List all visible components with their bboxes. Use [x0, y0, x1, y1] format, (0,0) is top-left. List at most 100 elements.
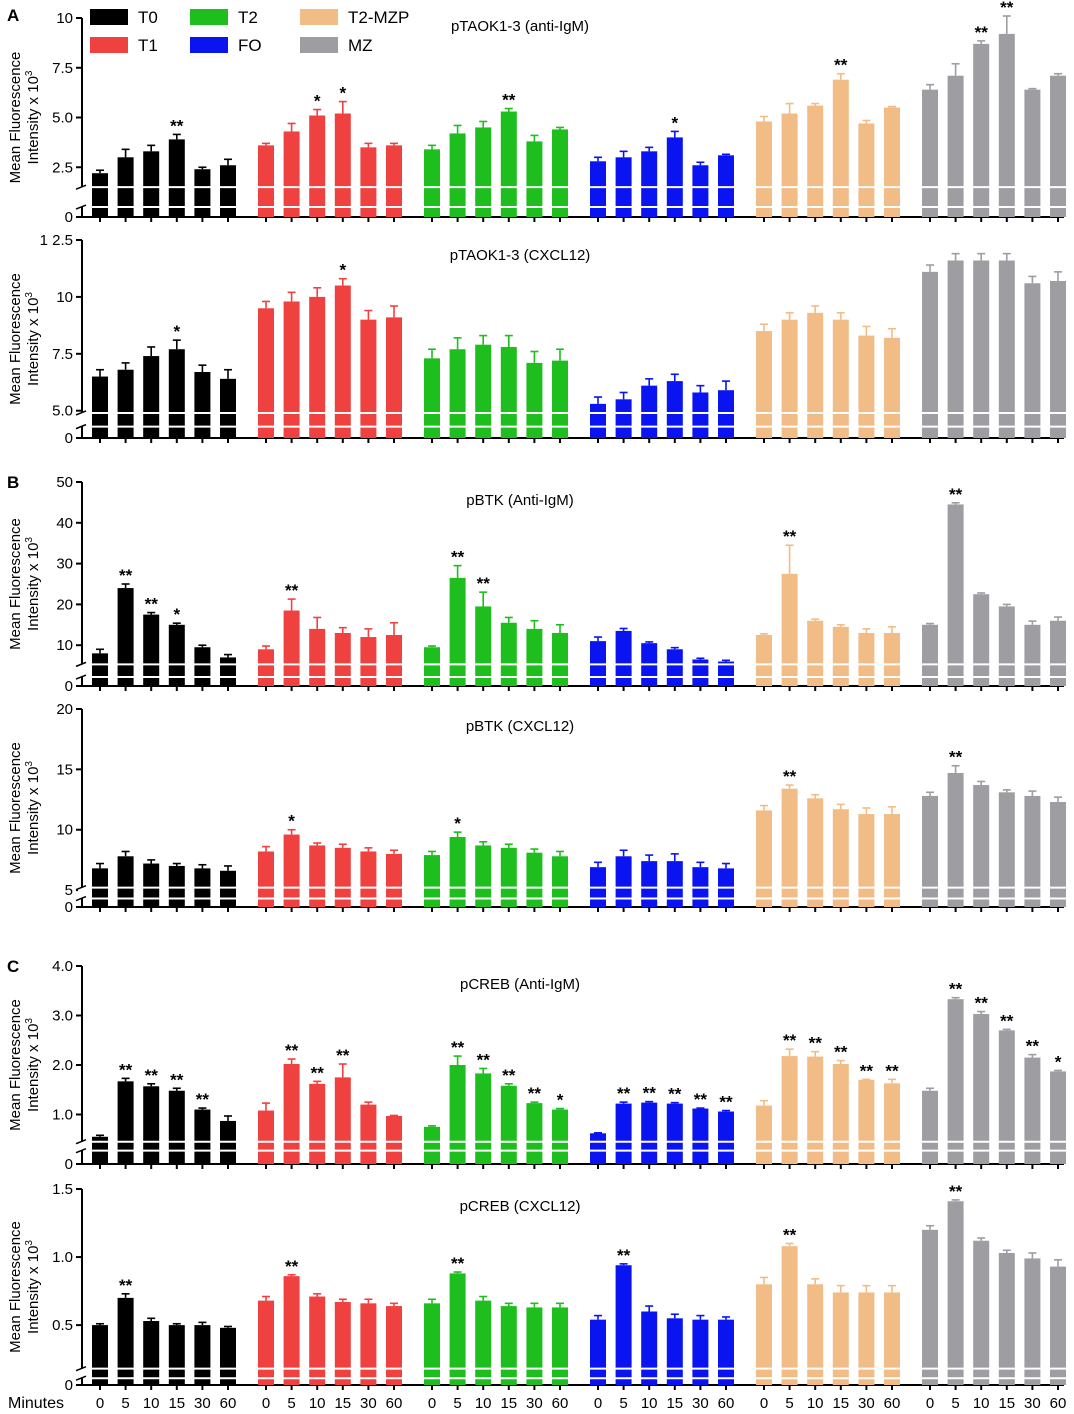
x-tick-label: 5 — [453, 1395, 461, 1412]
legend-swatch-fo — [190, 37, 228, 53]
bar-t2-mzp-5min — [781, 788, 798, 907]
bar-t2-60min — [552, 856, 568, 907]
y-tick-label: 1.0 — [52, 1107, 73, 1124]
bar-t2-mzp-5min — [781, 1246, 798, 1385]
bar-t2-mzp-30min — [858, 632, 875, 686]
axis-break-mark — [75, 410, 87, 416]
bar-t1-0min — [258, 145, 274, 217]
x-tick-label: 60 — [220, 1395, 237, 1412]
bar-t2-mzp-30min — [858, 814, 875, 907]
x-tick-label: 30 — [194, 1395, 211, 1412]
significance-marker: ** — [617, 1246, 631, 1265]
bar-mz-0min — [922, 271, 938, 438]
y-axis-label-line2: Intensity x 103 — [24, 1018, 42, 1112]
bar-t2-10min — [475, 1300, 492, 1385]
x-tick-label: 15 — [500, 1395, 517, 1412]
y-axis-label-line2: Intensity x 103 — [24, 537, 42, 631]
x-tick-label: 15 — [168, 1395, 185, 1412]
y-tick-label: 2.5 — [52, 159, 73, 176]
y-tick-label: 10 — [56, 10, 73, 27]
chart-panel-5: 0 1.0 2.0 3.0 4.0 Mean Fluorescence Intensity … — [7, 958, 1067, 1173]
bar-mz-15min — [998, 33, 1015, 217]
section-label-b: B — [7, 473, 19, 492]
bar-t1-5min — [283, 610, 300, 686]
bar-fo-5min — [615, 1265, 632, 1385]
bar-t2-mzp-30min — [858, 123, 875, 217]
bar-t0-0min — [92, 173, 108, 217]
axis-break-gap — [78, 1141, 86, 1151]
bar-t2-mzp-60min — [884, 632, 900, 686]
y-tick-label: 0 — [65, 430, 73, 447]
chart-panel-4: 05 10 15 20 Mean Fluorescence Intensity x 103… — [7, 701, 1067, 916]
significance-marker: ** — [285, 1257, 299, 1276]
x-tick-label: 10 — [807, 1395, 824, 1412]
significance-marker: * — [557, 1091, 564, 1110]
bar-mz-60min — [1050, 801, 1066, 907]
bar-t1-15min — [334, 847, 351, 907]
significance-marker: ** — [119, 1060, 133, 1079]
significance-marker: ** — [1026, 1037, 1040, 1056]
significance-marker: ** — [949, 748, 963, 767]
bar-fo-0min — [590, 1133, 606, 1164]
x-tick-label: 15 — [998, 1395, 1015, 1412]
bar-mz-60min — [1050, 1266, 1066, 1385]
significance-marker: ** — [834, 1043, 848, 1062]
y-tick-label: 10 — [56, 637, 73, 654]
y-tick-label: 0 — [65, 1156, 73, 1173]
bar-t2-0min — [424, 358, 440, 438]
x-tick-label: 15 — [666, 1395, 683, 1412]
bar-t0-30min — [194, 372, 211, 438]
y-tick-label: 0 — [65, 209, 73, 226]
x-tick-label: 10 — [973, 1395, 990, 1412]
bar-fo-15min — [666, 1103, 683, 1164]
bar-t2-60min — [552, 1307, 568, 1385]
significance-marker: * — [671, 113, 678, 132]
bar-t2-mzp-15min — [832, 319, 849, 438]
significance-marker: * — [454, 814, 461, 833]
y-axis-label: Mean Fluorescence Intensity x 103 — [7, 273, 42, 405]
bar-t2-mzp-10min — [807, 620, 824, 686]
bar-t2-mzp-0min — [756, 1284, 772, 1385]
bar-t1-15min — [334, 1301, 351, 1385]
axis-break-mark — [75, 884, 87, 891]
chart-title: pBTK (Anti-IgM) — [466, 492, 574, 509]
axis-break-gap — [78, 664, 86, 678]
significance-marker: ** — [119, 1276, 133, 1295]
bar-mz-10min — [973, 43, 990, 218]
bar-t0-60min — [220, 165, 236, 217]
axis-break-gap — [78, 887, 86, 899]
y-tick-label: 4.0 — [52, 958, 73, 975]
axis-break-gap — [78, 187, 86, 208]
bar-t1-0min — [258, 1300, 274, 1385]
significance-marker: ** — [196, 1090, 210, 1109]
y-tick-label: 50 — [56, 474, 73, 491]
bar-t2-5min — [449, 577, 466, 686]
significance-marker: ** — [949, 980, 963, 999]
x-tick-label: 0 — [594, 1395, 602, 1412]
bar-mz-5min — [947, 75, 964, 218]
y-tick-label: 20 — [56, 701, 73, 718]
chart-title: pTAOK1-3 (anti-IgM) — [451, 18, 589, 35]
bar-mz-15min — [998, 1030, 1015, 1164]
y-tick-label: 10 — [56, 289, 73, 306]
bar-t0-30min — [194, 169, 211, 217]
significance-marker: ** — [336, 1046, 350, 1065]
x-tick-label: 30 — [858, 1395, 875, 1412]
bar-t2-mzp-15min — [832, 79, 849, 217]
y-tick-label: 3.0 — [52, 1008, 73, 1025]
bar-t0-10min — [143, 1321, 160, 1385]
bar-t2-mzp-60min — [884, 1083, 900, 1164]
bar-t2-mzp-15min — [832, 626, 849, 686]
bar-t1-10min — [309, 1083, 326, 1164]
axis-break-mark — [75, 674, 87, 680]
bar-t2-5min — [449, 133, 466, 217]
significance-marker: ** — [783, 1225, 797, 1244]
significance-marker: ** — [1000, 1011, 1014, 1030]
significance-marker: ** — [1000, 0, 1014, 17]
significance-marker: ** — [285, 581, 299, 600]
x-tick-label: 0 — [760, 1395, 768, 1412]
significance-marker: ** — [783, 527, 797, 546]
axis-break-gap — [78, 412, 86, 427]
bar-t0-10min — [143, 356, 160, 438]
x-tick-label: 60 — [1050, 1395, 1067, 1412]
